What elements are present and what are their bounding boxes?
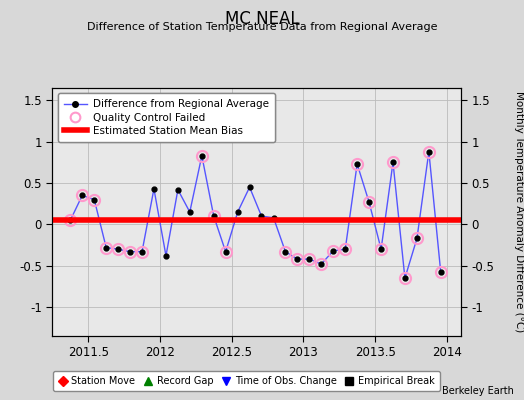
- Text: Difference of Station Temperature Data from Regional Average: Difference of Station Temperature Data f…: [87, 22, 437, 32]
- Legend: Difference from Regional Average, Quality Control Failed, Estimated Station Mean: Difference from Regional Average, Qualit…: [58, 93, 275, 142]
- Text: MC NEAL: MC NEAL: [225, 10, 299, 28]
- Text: Berkeley Earth: Berkeley Earth: [442, 386, 514, 396]
- Y-axis label: Monthly Temperature Anomaly Difference (°C): Monthly Temperature Anomaly Difference (…: [514, 91, 524, 333]
- Legend: Station Move, Record Gap, Time of Obs. Change, Empirical Break: Station Move, Record Gap, Time of Obs. C…: [53, 372, 440, 391]
